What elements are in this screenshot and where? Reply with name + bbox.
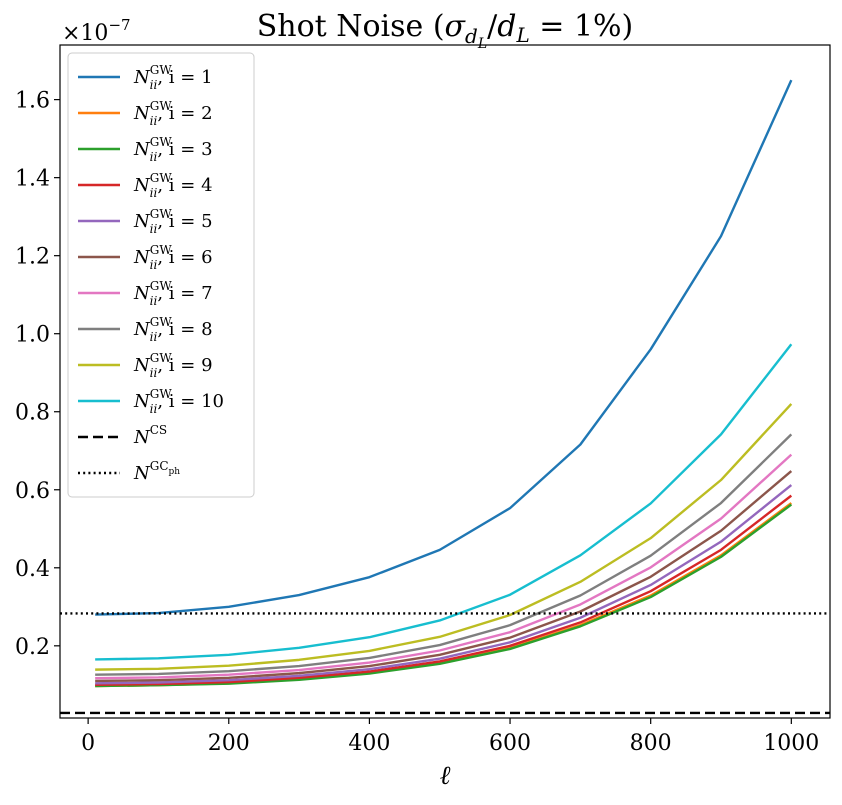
legend-label-n-ii-gw-i-5: NGW ii, i = 5: [133, 207, 213, 236]
x-axis-label: ℓ: [440, 761, 451, 791]
x-tick-label: 200: [208, 731, 250, 756]
legend-label-n-ii-gw-i-10: NGW ii, i = 10: [133, 387, 224, 416]
legend-label-n-ii-gw-i-6: NGW ii, i = 6: [133, 243, 213, 272]
series-line-n-ii-gw-i-6: [95, 470, 793, 683]
y-tick-label: 1.6: [15, 89, 50, 114]
series-line-n-ii-gw-i-9: [95, 403, 793, 671]
legend-label-n-gc-ph: NGCph: [133, 459, 180, 484]
x-tick-label: 0: [81, 731, 95, 756]
x-tick-label: 400: [348, 731, 390, 756]
y-scale-label: ×10−7: [62, 16, 131, 46]
plot-frame: [59, 44, 831, 719]
legend-label-n-ii-gw-i-8: NGW ii, i = 8: [133, 315, 213, 344]
series-line-n-ii-gw-i-5: [95, 484, 793, 685]
legend-label-n-ii-gw-i-7: NGW ii, i = 7: [133, 279, 213, 308]
legend-label-n-ii-gw-i-3: NGW ii, i = 3: [133, 135, 213, 164]
series-line-n-ii-gw-i-3: [95, 503, 793, 688]
legend-label-n-ii-gw-i-9: NGW ii, i = 9: [133, 351, 213, 380]
y-tick-label: 0.6: [15, 479, 50, 504]
chart-title: Shot Noise (σdL/dL = 1%): [257, 9, 634, 52]
legend-box: [67, 52, 255, 498]
y-tick-label: 0.8: [15, 401, 50, 426]
y-tick-label: 0.4: [15, 557, 50, 582]
y-tick-label: 1.0: [15, 323, 50, 348]
x-tick-label: 600: [489, 731, 531, 756]
y-tick-label: 0.2: [15, 635, 50, 660]
series-layer: [60, 79, 830, 715]
ticks-layer: 0 200 400 600 800 1000 0.2 0.4 0.6 0.8 1.0 1.2 1.4 1.…: [15, 89, 819, 756]
legend-label-n-ii-gw-i-4: NGW ii, i = 4: [133, 171, 213, 200]
x-tick-label: 800: [630, 731, 672, 756]
legend-label-n-ii-gw-i-1: NGW ii, i = 1: [133, 63, 213, 92]
x-tick-label: 1000: [763, 731, 819, 756]
series-line-n-ii-gw-i-8: [95, 433, 793, 676]
series-line-n-ii-gw-i-7: [95, 453, 793, 680]
series-line-n-ii-gw-i-4: [95, 494, 793, 687]
legend: NGW ii, i = 1 NGW ii, i = 2 NGW ii, i = 3 NGW i…: [67, 52, 255, 498]
series-line-n-ii-gw-i-1: [95, 79, 793, 616]
legend-label-n-cs: NCS: [133, 423, 167, 448]
y-tick-label: 1.4: [15, 167, 50, 192]
legend-label-n-ii-gw-i-2: NGW ii, i = 2: [133, 99, 213, 128]
y-tick-label: 1.2: [15, 245, 50, 270]
series-line-n-ii-gw-i-10: [95, 343, 793, 661]
